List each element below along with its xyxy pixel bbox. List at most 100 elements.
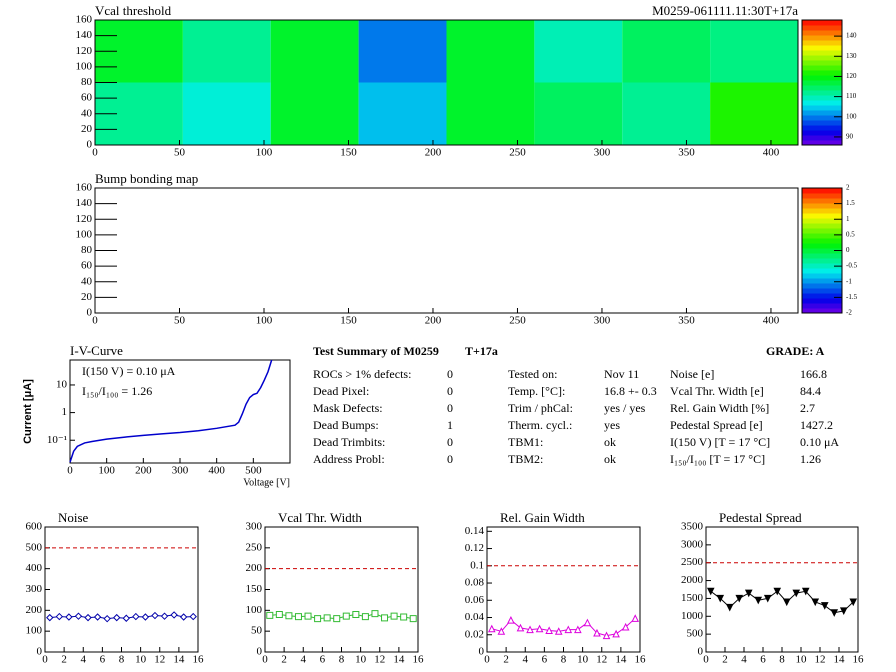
colorbar-step <box>802 233 842 239</box>
y-tick-label: 140 <box>76 29 93 41</box>
data-point <box>782 598 791 607</box>
data-point <box>735 594 744 603</box>
colorbar-step <box>802 135 842 141</box>
colorbar-label: -1 <box>846 277 852 285</box>
y-tick-label: 10 <box>56 378 68 390</box>
data-point <box>545 626 553 634</box>
y-tick-label: 100 <box>26 625 43 637</box>
y-tick-label: 0.06 <box>465 594 485 606</box>
data-point <box>333 615 341 623</box>
data-point <box>170 611 178 619</box>
colorbar-label: 2 <box>846 184 850 192</box>
colorbar-step <box>802 268 842 274</box>
colorbar-step <box>802 120 842 126</box>
data-line <box>49 614 194 620</box>
y-tick-label: 60 <box>81 260 93 272</box>
data-point <box>811 598 820 607</box>
x-tick-label: 14 <box>834 654 846 666</box>
data-point <box>361 613 369 621</box>
data-point <box>122 614 130 622</box>
plot-frame <box>705 526 859 653</box>
y-tick-label: 0.08 <box>465 577 485 589</box>
data-point <box>621 622 630 631</box>
y-axis-label: Current [μA] <box>22 379 34 444</box>
x-tick-label: 12 <box>154 654 165 666</box>
data-line <box>710 590 854 614</box>
summary-label: Noise [e] <box>670 367 714 381</box>
colorbar-step <box>802 65 842 71</box>
y-tick-label: 40 <box>81 107 93 119</box>
chart-title: I-V-Curve <box>70 343 123 358</box>
x-tick-label: 200 <box>135 465 152 477</box>
x-tick-label: 8 <box>339 654 345 666</box>
colorbar-label: -0.5 <box>846 262 858 270</box>
x-tick-label: 100 <box>256 147 273 159</box>
colorbar-label: 120 <box>846 72 857 80</box>
colorbar-step <box>802 75 842 81</box>
y-tick-label: 300 <box>246 521 263 533</box>
x-tick-label: 2 <box>61 654 67 666</box>
summary-label: ROCs > 1% defects: <box>313 367 411 381</box>
x-tick-label: 10 <box>355 654 367 666</box>
data-point <box>497 627 506 635</box>
data-point <box>487 624 496 633</box>
y-tick-label: 0 <box>698 646 704 658</box>
colorbar-step <box>802 308 842 314</box>
colorbar-step <box>802 228 842 234</box>
summary-label: I₁₅₀/I₁₀₀ [T = 17 °C] <box>670 452 765 466</box>
summary-value: 0 <box>447 367 453 381</box>
data-point <box>564 625 573 634</box>
colorbar-step <box>802 203 842 209</box>
colorbar-step <box>802 105 842 111</box>
colorbar-label: 1 <box>846 215 850 223</box>
y-tick-label: 3000 <box>681 538 704 550</box>
summary-value: yes / yes <box>604 401 646 415</box>
x-tick-label: 8 <box>779 654 785 666</box>
data-point <box>74 612 83 620</box>
data-point <box>84 613 92 622</box>
colorbar-step <box>802 273 842 279</box>
summary-label: Temp. [°C]: <box>508 384 565 398</box>
y-tick-label: 2000 <box>681 574 704 586</box>
colorbar-step <box>802 35 842 41</box>
data-point <box>113 613 121 622</box>
x-tick-label: 12 <box>815 654 826 666</box>
data-point <box>706 587 715 596</box>
annotation: I(150 V) = 0.10 μA <box>82 364 176 378</box>
colorbar-step <box>802 283 842 289</box>
y-tick-label: 80 <box>81 76 93 88</box>
heatmap-cell <box>270 82 359 145</box>
colorbar-step <box>802 258 842 264</box>
data-point <box>294 613 302 621</box>
summary-value: 0.10 μA <box>800 435 839 449</box>
y-tick-label: 120 <box>76 213 93 225</box>
x-tick-label: 400 <box>763 315 780 327</box>
summary-value: 0 <box>447 401 453 415</box>
colorbar-step <box>802 140 842 146</box>
heatmap-cell <box>446 82 535 145</box>
data-point <box>773 587 782 596</box>
x-tick-label: 16 <box>853 654 865 666</box>
data-point <box>371 610 379 618</box>
data-point <box>381 614 389 622</box>
colorbar-label: 90 <box>846 133 854 141</box>
x-axis-label: Voltage [V] <box>243 477 290 488</box>
x-tick-label: 300 <box>594 147 611 159</box>
data-point <box>839 607 848 616</box>
data-point <box>304 612 312 620</box>
heatmap-cell <box>182 82 271 145</box>
heatmap-cell <box>710 20 798 83</box>
summary-label: Therm. cycl.: <box>508 418 572 432</box>
colorbar-step <box>802 188 842 194</box>
summary-label: Address Probl: <box>313 452 385 466</box>
chart-title: Rel. Gain Width <box>500 510 585 525</box>
x-tick-label: 2 <box>503 654 509 666</box>
x-tick-label: 16 <box>413 654 425 666</box>
y-tick-label: 150 <box>246 583 263 595</box>
data-point <box>179 613 188 621</box>
y-tick-label: 500 <box>26 541 43 553</box>
summary-label: Rel. Gain Width [%] <box>670 401 769 415</box>
colorbar-label: 130 <box>846 52 857 60</box>
colorbar-step <box>802 130 842 136</box>
colorbar-step <box>802 198 842 204</box>
